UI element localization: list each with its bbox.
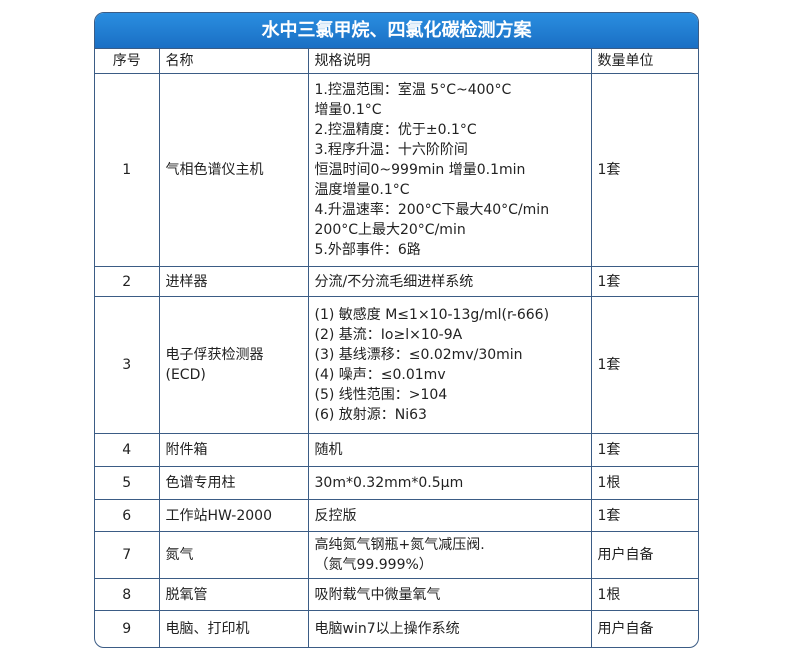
row-spec: 随机 <box>307 433 592 467</box>
spec-line: 高纯氮气钢瓶+氮气减压阀. <box>314 537 485 553</box>
row-spec: 分流/不分流毛细进样系统 <box>307 266 592 297</box>
row-qty: 用户自备 <box>590 531 698 579</box>
table-title: 水中三氯甲烷、四氯化碳检测方案 <box>95 13 698 48</box>
spec-line: 2.控温精度：优于±0.1°C <box>314 122 477 138</box>
row-qty: 1套 <box>590 266 698 297</box>
header-row: 序号 名称 规格说明 数量单位 <box>95 48 698 74</box>
header-no: 序号 <box>95 48 160 74</box>
spec-line: (3) 基线漂移：≤0.02mv/30min <box>314 347 523 363</box>
spec-line: 反控版 <box>314 507 357 524</box>
row-spec: 30m*0.32mm*0.5μm <box>307 466 592 500</box>
scheme-table-card: 水中三氯甲烷、四氯化碳检测方案 序号 名称 规格说明 数量单位 1 气相色谱仪主机… <box>94 12 699 648</box>
row-no: 8 <box>95 578 160 611</box>
spec-line: 3.程序升温：十六阶阶间 <box>314 142 468 158</box>
row-name: 电子俘获检测器 (ECD) <box>158 296 309 434</box>
spec-line: (2) 基流：Io≥l×10-9A <box>314 327 463 343</box>
spec-line: 分流/不分流毛细进样系统 <box>314 273 474 290</box>
table-row: 8 脱氧管 吸附载气中微量氧气 1根 <box>95 578 698 611</box>
row-name: 电脑、打印机 <box>158 610 309 647</box>
spec-line: 恒温时间0~999min 增量0.1min <box>314 162 526 178</box>
spec-line: (6) 放射源：Ni63 <box>314 407 427 423</box>
spec-line: 随机 <box>314 442 343 458</box>
row-name: 色谱专用柱 <box>158 466 309 500</box>
row-spec: 高纯氮气钢瓶+氮气减压阀. （氮气99.999%） <box>307 531 592 579</box>
spec-line: 温度增量0.1°C <box>314 182 410 198</box>
row-no: 5 <box>95 466 160 500</box>
row-spec: 1.控温范围：室温 5°C~400°C 增量0.1°C 2.控温精度：优于±0.1°… <box>307 73 592 267</box>
spec-line: (4) 噪声：≤0.01mv <box>314 367 446 383</box>
spec-line: 1.控温范围：室温 5°C~400°C <box>314 82 512 98</box>
header-spec: 规格说明 <box>307 48 592 74</box>
table-row: 7 氮气 高纯氮气钢瓶+氮气减压阀. （氮气99.999%） 用户自备 <box>95 531 698 579</box>
row-spec: 吸附载气中微量氧气 <box>307 578 592 611</box>
row-qty: 1套 <box>590 73 698 267</box>
header-qty: 数量单位 <box>590 48 698 74</box>
row-name: 进样器 <box>158 266 309 297</box>
row-qty: 1套 <box>590 433 698 467</box>
table-row: 3 电子俘获检测器 (ECD) (1) 敏感度 M≤1×10-13g/ml(r-66… <box>95 296 698 434</box>
row-spec: 电脑win7以上操作系统 <box>307 610 592 647</box>
row-name: 工作站HW-2000 <box>158 499 309 532</box>
table-row: 1 气相色谱仪主机 1.控温范围：室温 5°C~400°C 增量0.1°C 2.控温精度… <box>95 73 698 267</box>
row-name: 附件箱 <box>158 433 309 467</box>
row-qty: 用户自备 <box>590 610 698 647</box>
table-row: 9 电脑、打印机 电脑win7以上操作系统 用户自备 <box>95 610 698 647</box>
row-qty: 1套 <box>590 296 698 434</box>
row-name: 脱氧管 <box>158 578 309 611</box>
row-no: 1 <box>95 73 160 267</box>
row-no: 7 <box>95 531 160 579</box>
table-row: 4 附件箱 随机 1套 <box>95 433 698 467</box>
row-no: 2 <box>95 266 160 297</box>
spec-line: 5.外部事件：6路 <box>314 242 421 258</box>
spec-line: 吸附载气中微量氧气 <box>314 586 441 603</box>
row-qty: 1根 <box>590 578 698 611</box>
row-no: 4 <box>95 433 160 467</box>
row-qty: 1套 <box>590 499 698 532</box>
table-row: 2 进样器 分流/不分流毛细进样系统 1套 <box>95 266 698 297</box>
spec-line: （氮气99.999%） <box>314 557 433 573</box>
row-name: 氮气 <box>158 531 309 579</box>
row-spec: 反控版 <box>307 499 592 532</box>
table-row: 5 色谱专用柱 30m*0.32mm*0.5μm 1根 <box>95 466 698 500</box>
spec-line: (1) 敏感度 M≤1×10-13g/ml(r-666) <box>314 307 550 323</box>
row-qty: 1根 <box>590 466 698 500</box>
row-spec: (1) 敏感度 M≤1×10-13g/ml(r-666) (2) 基流：Io≥l×… <box>307 296 592 434</box>
spec-line: 4.升温速率：200°C下最大40°C/min <box>314 202 550 218</box>
spec-line: 增量0.1°C <box>314 102 382 118</box>
row-no: 3 <box>95 296 160 434</box>
spec-line: 电脑win7以上操作系统 <box>314 620 460 637</box>
spec-line: (5) 线性范围：>104 <box>314 387 448 403</box>
row-name: 气相色谱仪主机 <box>158 73 309 267</box>
table-row: 6 工作站HW-2000 反控版 1套 <box>95 499 698 532</box>
spec-line: 30m*0.32mm*0.5μm <box>314 475 464 491</box>
spec-line: 200°C上最大20°C/min <box>314 222 466 238</box>
header-name: 名称 <box>158 48 309 74</box>
row-no: 6 <box>95 499 160 532</box>
row-no: 9 <box>95 610 160 647</box>
scheme-table: 序号 名称 规格说明 数量单位 1 气相色谱仪主机 1.控温范围：室温 5°C~40… <box>95 48 698 647</box>
